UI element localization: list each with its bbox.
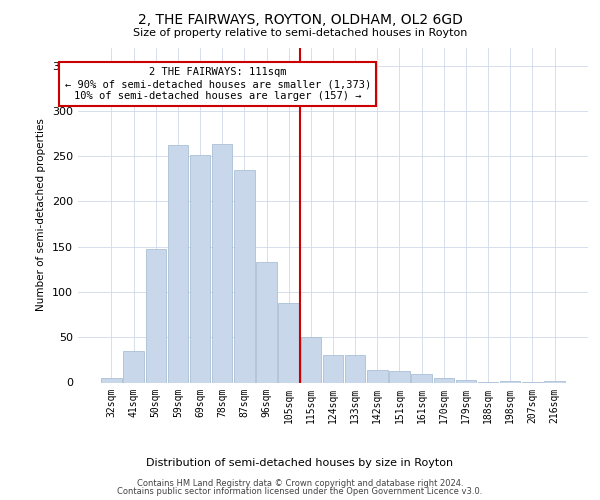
- Bar: [389, 370, 410, 382]
- Y-axis label: Number of semi-detached properties: Number of semi-detached properties: [37, 118, 46, 312]
- Text: 2 THE FAIRWAYS: 111sqm
← 90% of semi-detached houses are smaller (1,373)
10% of : 2 THE FAIRWAYS: 111sqm ← 90% of semi-det…: [65, 68, 371, 100]
- Text: Contains HM Land Registry data © Crown copyright and database right 2024.: Contains HM Land Registry data © Crown c…: [137, 478, 463, 488]
- Bar: [190, 155, 210, 382]
- Bar: [278, 303, 299, 382]
- Bar: [234, 170, 254, 382]
- Text: Contains public sector information licensed under the Open Government Licence v3: Contains public sector information licen…: [118, 487, 482, 496]
- Bar: [212, 144, 232, 382]
- Bar: [301, 337, 321, 382]
- Bar: [323, 356, 343, 382]
- Text: 2, THE FAIRWAYS, ROYTON, OLDHAM, OL2 6GD: 2, THE FAIRWAYS, ROYTON, OLDHAM, OL2 6GD: [137, 12, 463, 26]
- Bar: [544, 380, 565, 382]
- Bar: [124, 351, 144, 382]
- Text: Size of property relative to semi-detached houses in Royton: Size of property relative to semi-detach…: [133, 28, 467, 38]
- Bar: [456, 380, 476, 382]
- Bar: [345, 356, 365, 382]
- Bar: [412, 374, 432, 382]
- Bar: [434, 378, 454, 382]
- Bar: [367, 370, 388, 382]
- Bar: [101, 378, 122, 382]
- Bar: [167, 146, 188, 382]
- Text: Distribution of semi-detached houses by size in Royton: Distribution of semi-detached houses by …: [146, 458, 454, 468]
- Bar: [256, 262, 277, 382]
- Bar: [146, 250, 166, 382]
- Bar: [500, 380, 520, 382]
